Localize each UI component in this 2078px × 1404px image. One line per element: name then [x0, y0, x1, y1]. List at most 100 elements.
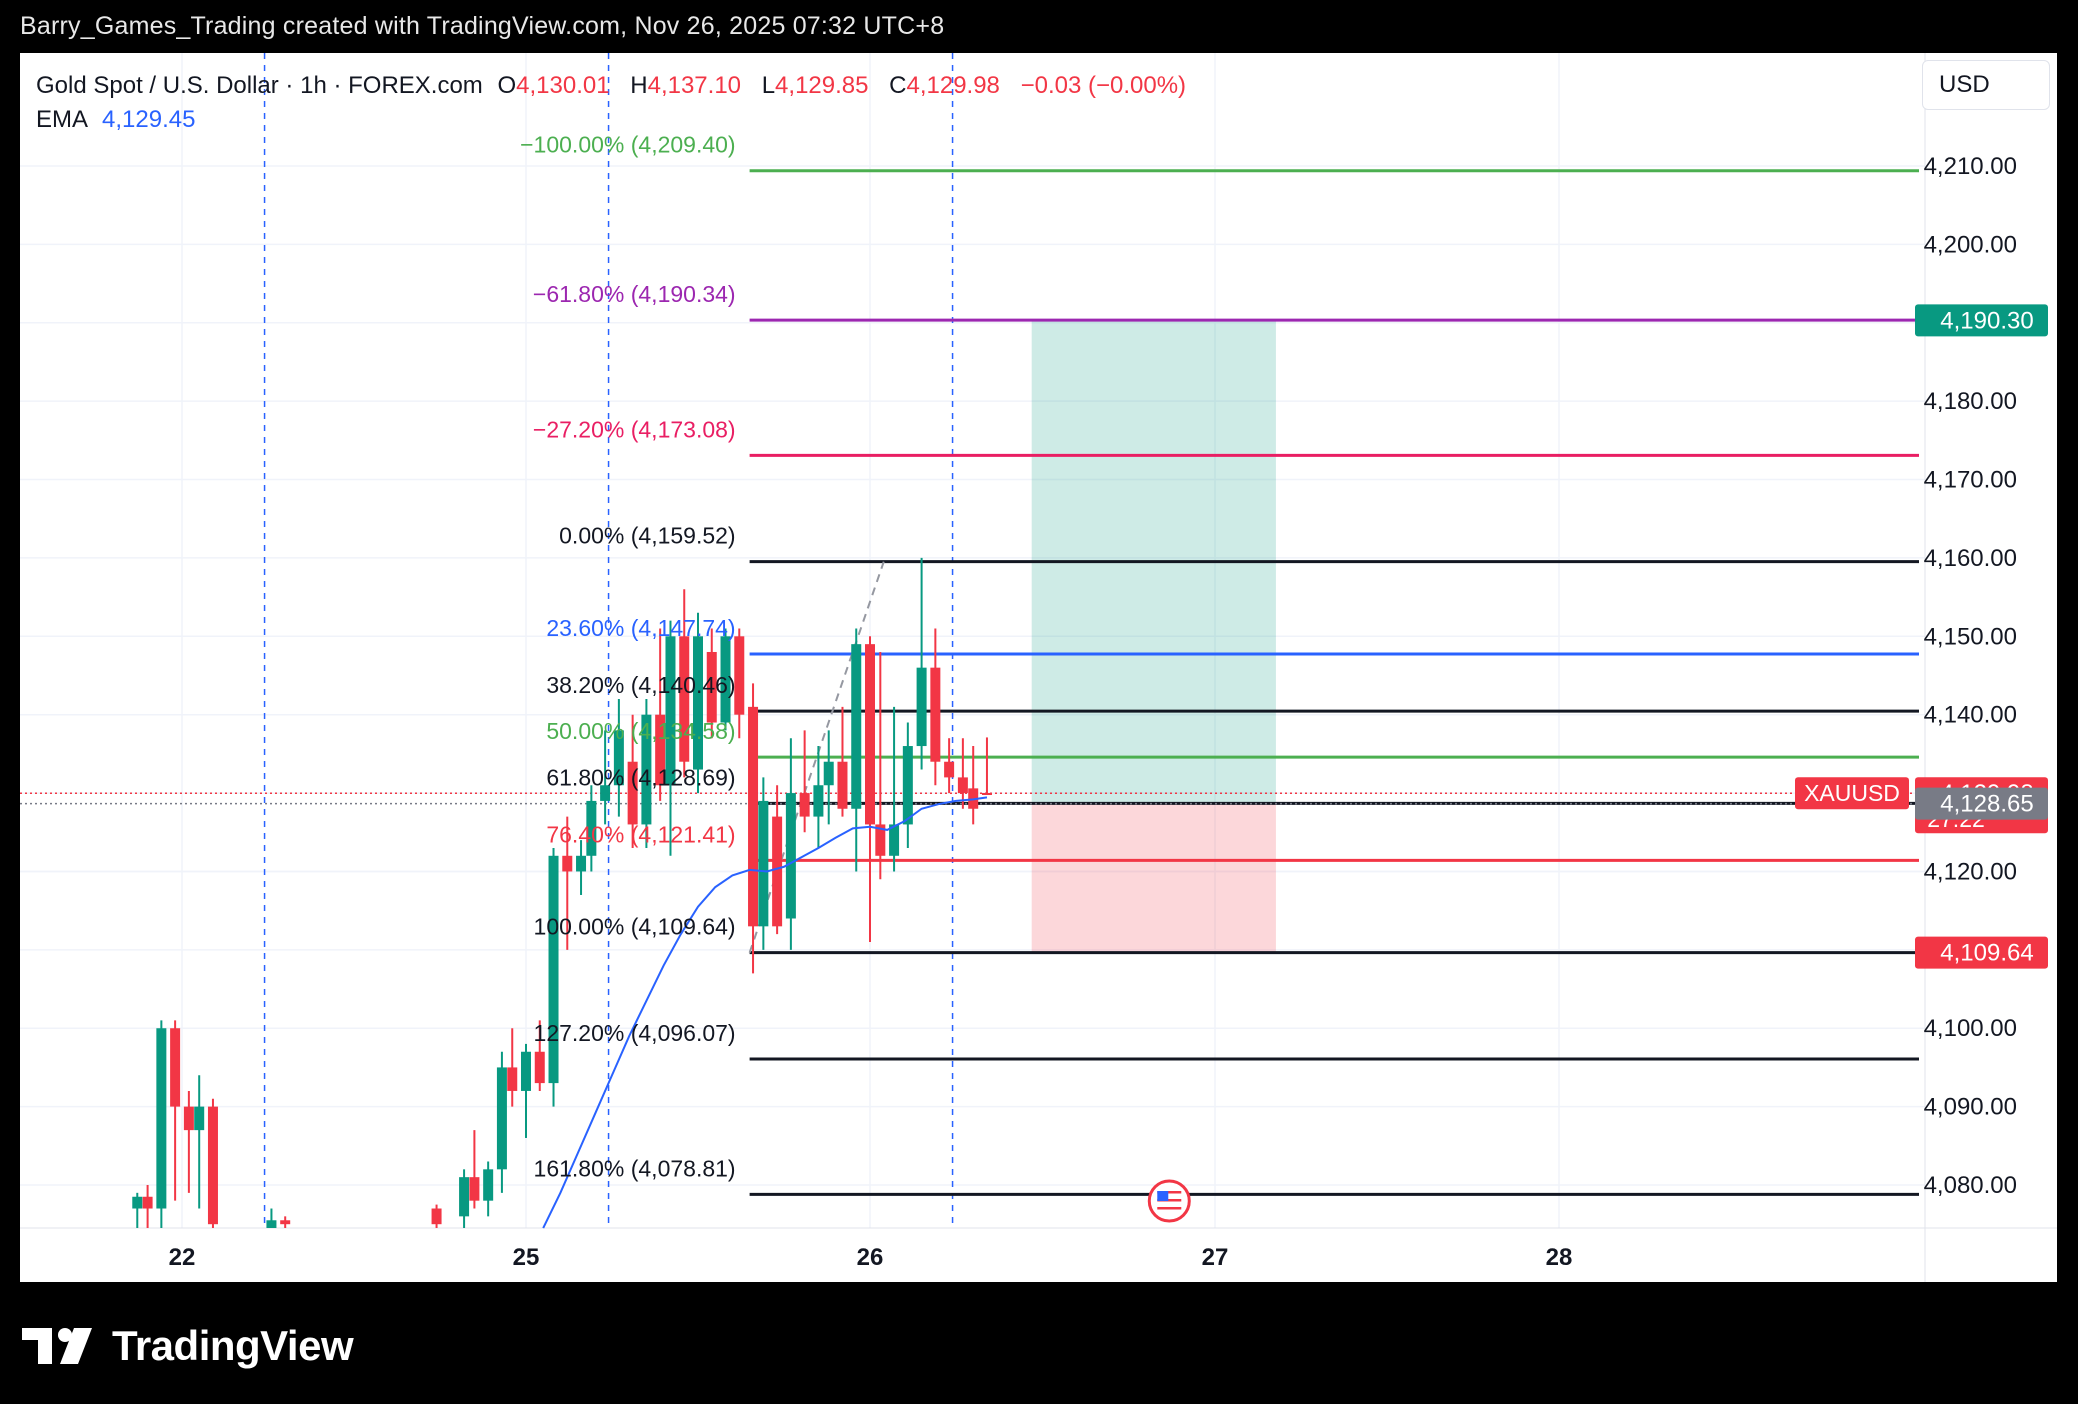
fib-level-label: −100.00% (4,209.40): [520, 132, 735, 158]
candle-body[interactable]: [483, 1169, 494, 1201]
candle-body[interactable]: [521, 1051, 531, 1091]
price-axis-tag[interactable]: [1915, 304, 2048, 337]
candle-body[interactable]: [981, 792, 992, 795]
candle-body[interactable]: [170, 1028, 181, 1107]
fib-level-label: 61.80% (4,128.69): [546, 764, 735, 790]
candle-body[interactable]: [548, 855, 559, 1084]
symbol-tag[interactable]: [1795, 777, 1909, 810]
candle-body[interactable]: [132, 1196, 143, 1209]
candle-body[interactable]: [280, 1220, 291, 1225]
candle-body[interactable]: [665, 636, 676, 786]
price-axis-tag-label: 4,190.30: [1940, 307, 2033, 334]
candle-body[interactable]: [930, 667, 941, 762]
legend-high-value: 4,137.10: [647, 72, 742, 99]
candle-body[interactable]: [613, 730, 624, 786]
price-tick-label: 4,140.00: [1924, 702, 2017, 729]
candle-body[interactable]: [431, 1208, 442, 1225]
candle-body[interactable]: [902, 746, 913, 825]
fib-level-label: 23.60% (4,147.74): [546, 615, 735, 641]
ema-line[interactable]: [542, 796, 988, 1229]
position-stop-zone[interactable]: [1031, 803, 1276, 953]
candle-body[interactable]: [734, 636, 745, 715]
candle-body[interactable]: [194, 1106, 205, 1131]
candle-body[interactable]: [957, 777, 968, 794]
chart-canvas[interactable]: −100.00% (4,209.40) −61.80% (4,190.34) −27…: [20, 53, 2057, 1282]
time-tick-label: 28: [1546, 1244, 1573, 1271]
candle-body[interactable]: [641, 714, 652, 825]
candle-body[interactable]: [799, 793, 810, 817]
candle-body[interactable]: [496, 1067, 507, 1170]
chart-author-caption: Barry_Games_Trading created with Trading…: [20, 12, 945, 40]
time-tick-label: 25: [513, 1244, 540, 1271]
symbol-tag-label: XAUUSD: [1804, 780, 1900, 806]
price-tick-label: 4,160.00: [1924, 545, 2017, 572]
price-tick-label: 4,180.00: [1924, 388, 2017, 415]
legend-close-value: 4,129.98: [906, 72, 1000, 99]
tradingview-logo-text: TradingView: [112, 1322, 354, 1369]
legend-low-value: 4,129.85: [775, 72, 869, 99]
fib-level-label: 76.40% (4,121.41): [546, 821, 735, 847]
candle-body[interactable]: [720, 636, 731, 723]
legend-change-value: −0.03 (−0.00%): [1020, 72, 1187, 99]
price-tick-label: 4,100.00: [1924, 1015, 2017, 1042]
candle-body[interactable]: [183, 1106, 194, 1131]
candle-body[interactable]: [916, 667, 927, 747]
legend-ema-row[interactable]: EMA 4,129.45: [36, 103, 1200, 137]
candle-body[interactable]: [627, 761, 638, 825]
candle-body[interactable]: [459, 1177, 470, 1217]
candle-body[interactable]: [266, 1220, 277, 1228]
candle-body[interactable]: [576, 855, 587, 872]
candle-body[interactable]: [469, 1177, 480, 1201]
candle-body[interactable]: [823, 761, 834, 786]
price-axis-tag[interactable]: [1915, 936, 2048, 969]
candle-body[interactable]: [693, 636, 703, 770]
currency-button[interactable]: USD: [1922, 60, 2050, 110]
candle-body[interactable]: [562, 855, 573, 872]
candle-body[interactable]: [534, 1051, 545, 1084]
chart-frame: −100.00% (4,209.40) −61.80% (4,190.34) −27…: [20, 53, 2057, 1282]
flag-canton: [1157, 1191, 1169, 1201]
fib-level-label: −61.80% (4,190.34): [533, 281, 736, 307]
candle-body[interactable]: [944, 761, 955, 778]
time-tick-label: 26: [857, 1244, 884, 1271]
candle-body[interactable]: [748, 706, 759, 927]
candle-body[interactable]: [679, 636, 690, 762]
candle-body[interactable]: [865, 644, 875, 825]
candle-body[interactable]: [156, 1028, 167, 1209]
legend-symbol[interactable]: Gold Spot / U.S. Dollar · 1h · FOREX.com: [36, 72, 483, 99]
time-tick-label: 22: [169, 1244, 196, 1271]
flag-stripe: [1157, 1207, 1182, 1210]
candle-body[interactable]: [851, 644, 862, 809]
candle-body[interactable]: [586, 800, 597, 856]
candle-body[interactable]: [142, 1196, 153, 1209]
price-tick-label: 4,170.00: [1924, 467, 2017, 494]
tradingview-logo-icon: [22, 1328, 92, 1364]
fib-level-label: 0.00% (4,159.52): [559, 523, 735, 549]
candle-body[interactable]: [655, 714, 666, 786]
candle-body[interactable]: [875, 824, 886, 856]
price-tick-label: 4,090.00: [1924, 1094, 2017, 1121]
candle-body[interactable]: [207, 1106, 218, 1225]
fib-level-label: −27.20% (4,173.08): [533, 416, 736, 442]
candle-body[interactable]: [813, 785, 824, 817]
fib-level-label: 127.20% (4,096.07): [534, 1020, 736, 1046]
legend-ema-label: EMA: [36, 106, 89, 133]
candle-body[interactable]: [706, 651, 717, 723]
candle-body[interactable]: [785, 793, 796, 919]
legend-high-label: H: [630, 72, 648, 99]
flag-stripe: [1157, 1199, 1182, 1202]
price-tick-label: 4,080.00: [1924, 1172, 2017, 1199]
tradingview-logo: TradingView: [22, 1322, 354, 1370]
candle-body[interactable]: [507, 1067, 518, 1091]
chart-legend: Gold Spot / U.S. Dollar · 1h · FOREX.com…: [36, 69, 1200, 137]
price-axis-tag-label: 4,109.64: [1940, 940, 2033, 967]
price-axis-tag-label: 4,128.65: [1940, 791, 2033, 818]
price-tick-label: 4,120.00: [1924, 858, 2017, 885]
candle-body[interactable]: [837, 761, 848, 809]
price-axis-tag[interactable]: [1915, 787, 2048, 820]
candle-body[interactable]: [600, 785, 611, 801]
candle-body[interactable]: [772, 816, 783, 927]
legend-open-value: 4,130.01: [516, 72, 610, 99]
candle-body[interactable]: [758, 800, 769, 927]
candle-body[interactable]: [889, 824, 900, 856]
